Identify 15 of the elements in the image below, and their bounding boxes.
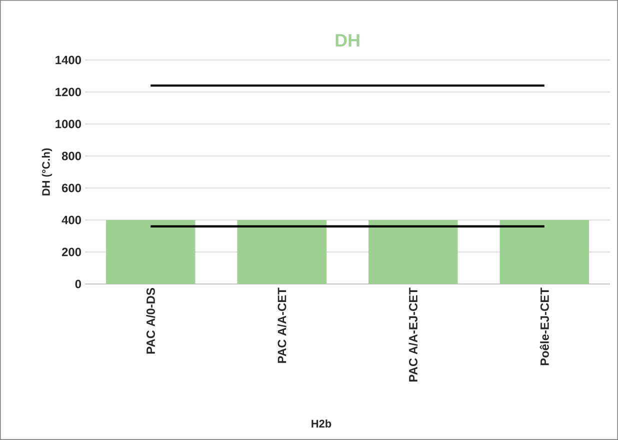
x-tick-label: PAC A/A-CET xyxy=(277,288,286,363)
x-axis-title: H2b xyxy=(312,420,332,428)
y-tick-label: 800 xyxy=(62,152,81,160)
x-tick-label: Poêle-EJ-CET xyxy=(540,288,549,366)
y-tick-label: 0 xyxy=(75,280,81,288)
y-tick-label: 400 xyxy=(62,216,81,224)
y-axis-title: DH (°C.h) xyxy=(42,148,52,196)
x-tick-label: PAC A/0-DS xyxy=(146,288,156,354)
x-tick-label: PAC A/A-EJ-CET xyxy=(408,288,418,382)
chart-title: DH xyxy=(336,34,360,46)
y-tick-label: 1000 xyxy=(56,120,81,128)
y-tick-label: 1200 xyxy=(56,88,81,96)
y-tick-label: 200 xyxy=(62,248,81,256)
y-tick-label: 600 xyxy=(62,184,81,192)
y-tick-label: 1400 xyxy=(56,56,81,64)
